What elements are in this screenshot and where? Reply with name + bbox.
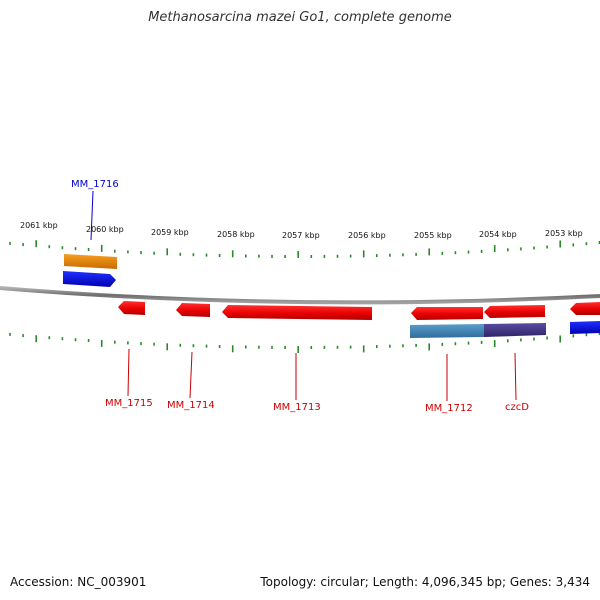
gene-partial-right[interactable] xyxy=(570,302,600,315)
gene-mm-1714[interactable] xyxy=(176,303,210,317)
tick-label: 2056 kbp xyxy=(348,231,386,240)
tick-label: 2054 kbp xyxy=(479,230,517,239)
tick-label: 2057 kbp xyxy=(282,231,320,240)
gene-label-mm-1716[interactable]: MM_1716 xyxy=(71,179,119,190)
tick-label: 2058 kbp xyxy=(217,230,255,239)
tick-labels: 2061 kbp 2060 kbp 2059 kbp 2058 kbp 2057… xyxy=(20,221,583,240)
tick-label: 2060 kbp xyxy=(86,225,124,234)
tick-label: 2059 kbp xyxy=(151,228,189,237)
leader-mm-1714 xyxy=(189,351,193,399)
reverse-genes xyxy=(118,301,600,320)
reverse-feature-blue[interactable] xyxy=(570,321,600,334)
gene-label-mm-1714[interactable]: MM_1714 xyxy=(167,400,215,411)
reverse-features xyxy=(410,321,600,338)
genome-summary-text: Topology: circular; Length: 4,096,345 bp… xyxy=(260,575,590,589)
tick-label: 2061 kbp xyxy=(20,221,58,230)
genome-title: Methanosarcina mazei Go1, complete genom… xyxy=(148,10,452,25)
reverse-feature-steel[interactable] xyxy=(410,324,484,338)
leader-mm-1716 xyxy=(90,190,94,241)
gene-label-czcD[interactable]: czcD xyxy=(505,402,529,413)
accession-text: Accession: NC_003901 xyxy=(10,575,147,589)
top-tick-track xyxy=(9,240,600,258)
gene-mm-1713[interactable] xyxy=(222,305,372,320)
leader-czcD xyxy=(514,352,517,401)
gene-mm-1716[interactable] xyxy=(63,271,116,287)
forward-features xyxy=(63,254,117,287)
bottom-tick-track xyxy=(9,332,600,353)
gene-mm-1715[interactable] xyxy=(118,301,145,315)
leader-mm-1715 xyxy=(127,348,130,397)
reverse-feature-purple[interactable] xyxy=(484,323,546,337)
gene-czcD[interactable] xyxy=(484,305,545,318)
forward-feature-orange[interactable] xyxy=(64,254,117,269)
gene-label-mm-1712[interactable]: MM_1712 xyxy=(425,403,473,414)
tick-label: 2053 kbp xyxy=(545,229,583,238)
gene-mm-1712[interactable] xyxy=(411,307,483,320)
gene-label-mm-1715[interactable]: MM_1715 xyxy=(105,398,153,409)
gene-label-mm-1713[interactable]: MM_1713 xyxy=(273,402,321,413)
tick-label: 2055 kbp xyxy=(414,231,452,240)
gene-leaders xyxy=(90,190,517,401)
genome-backbone xyxy=(0,286,600,305)
gene-labels: MM_1716 MM_1715 MM_1714 MM_1713 MM_1712 … xyxy=(71,179,529,414)
